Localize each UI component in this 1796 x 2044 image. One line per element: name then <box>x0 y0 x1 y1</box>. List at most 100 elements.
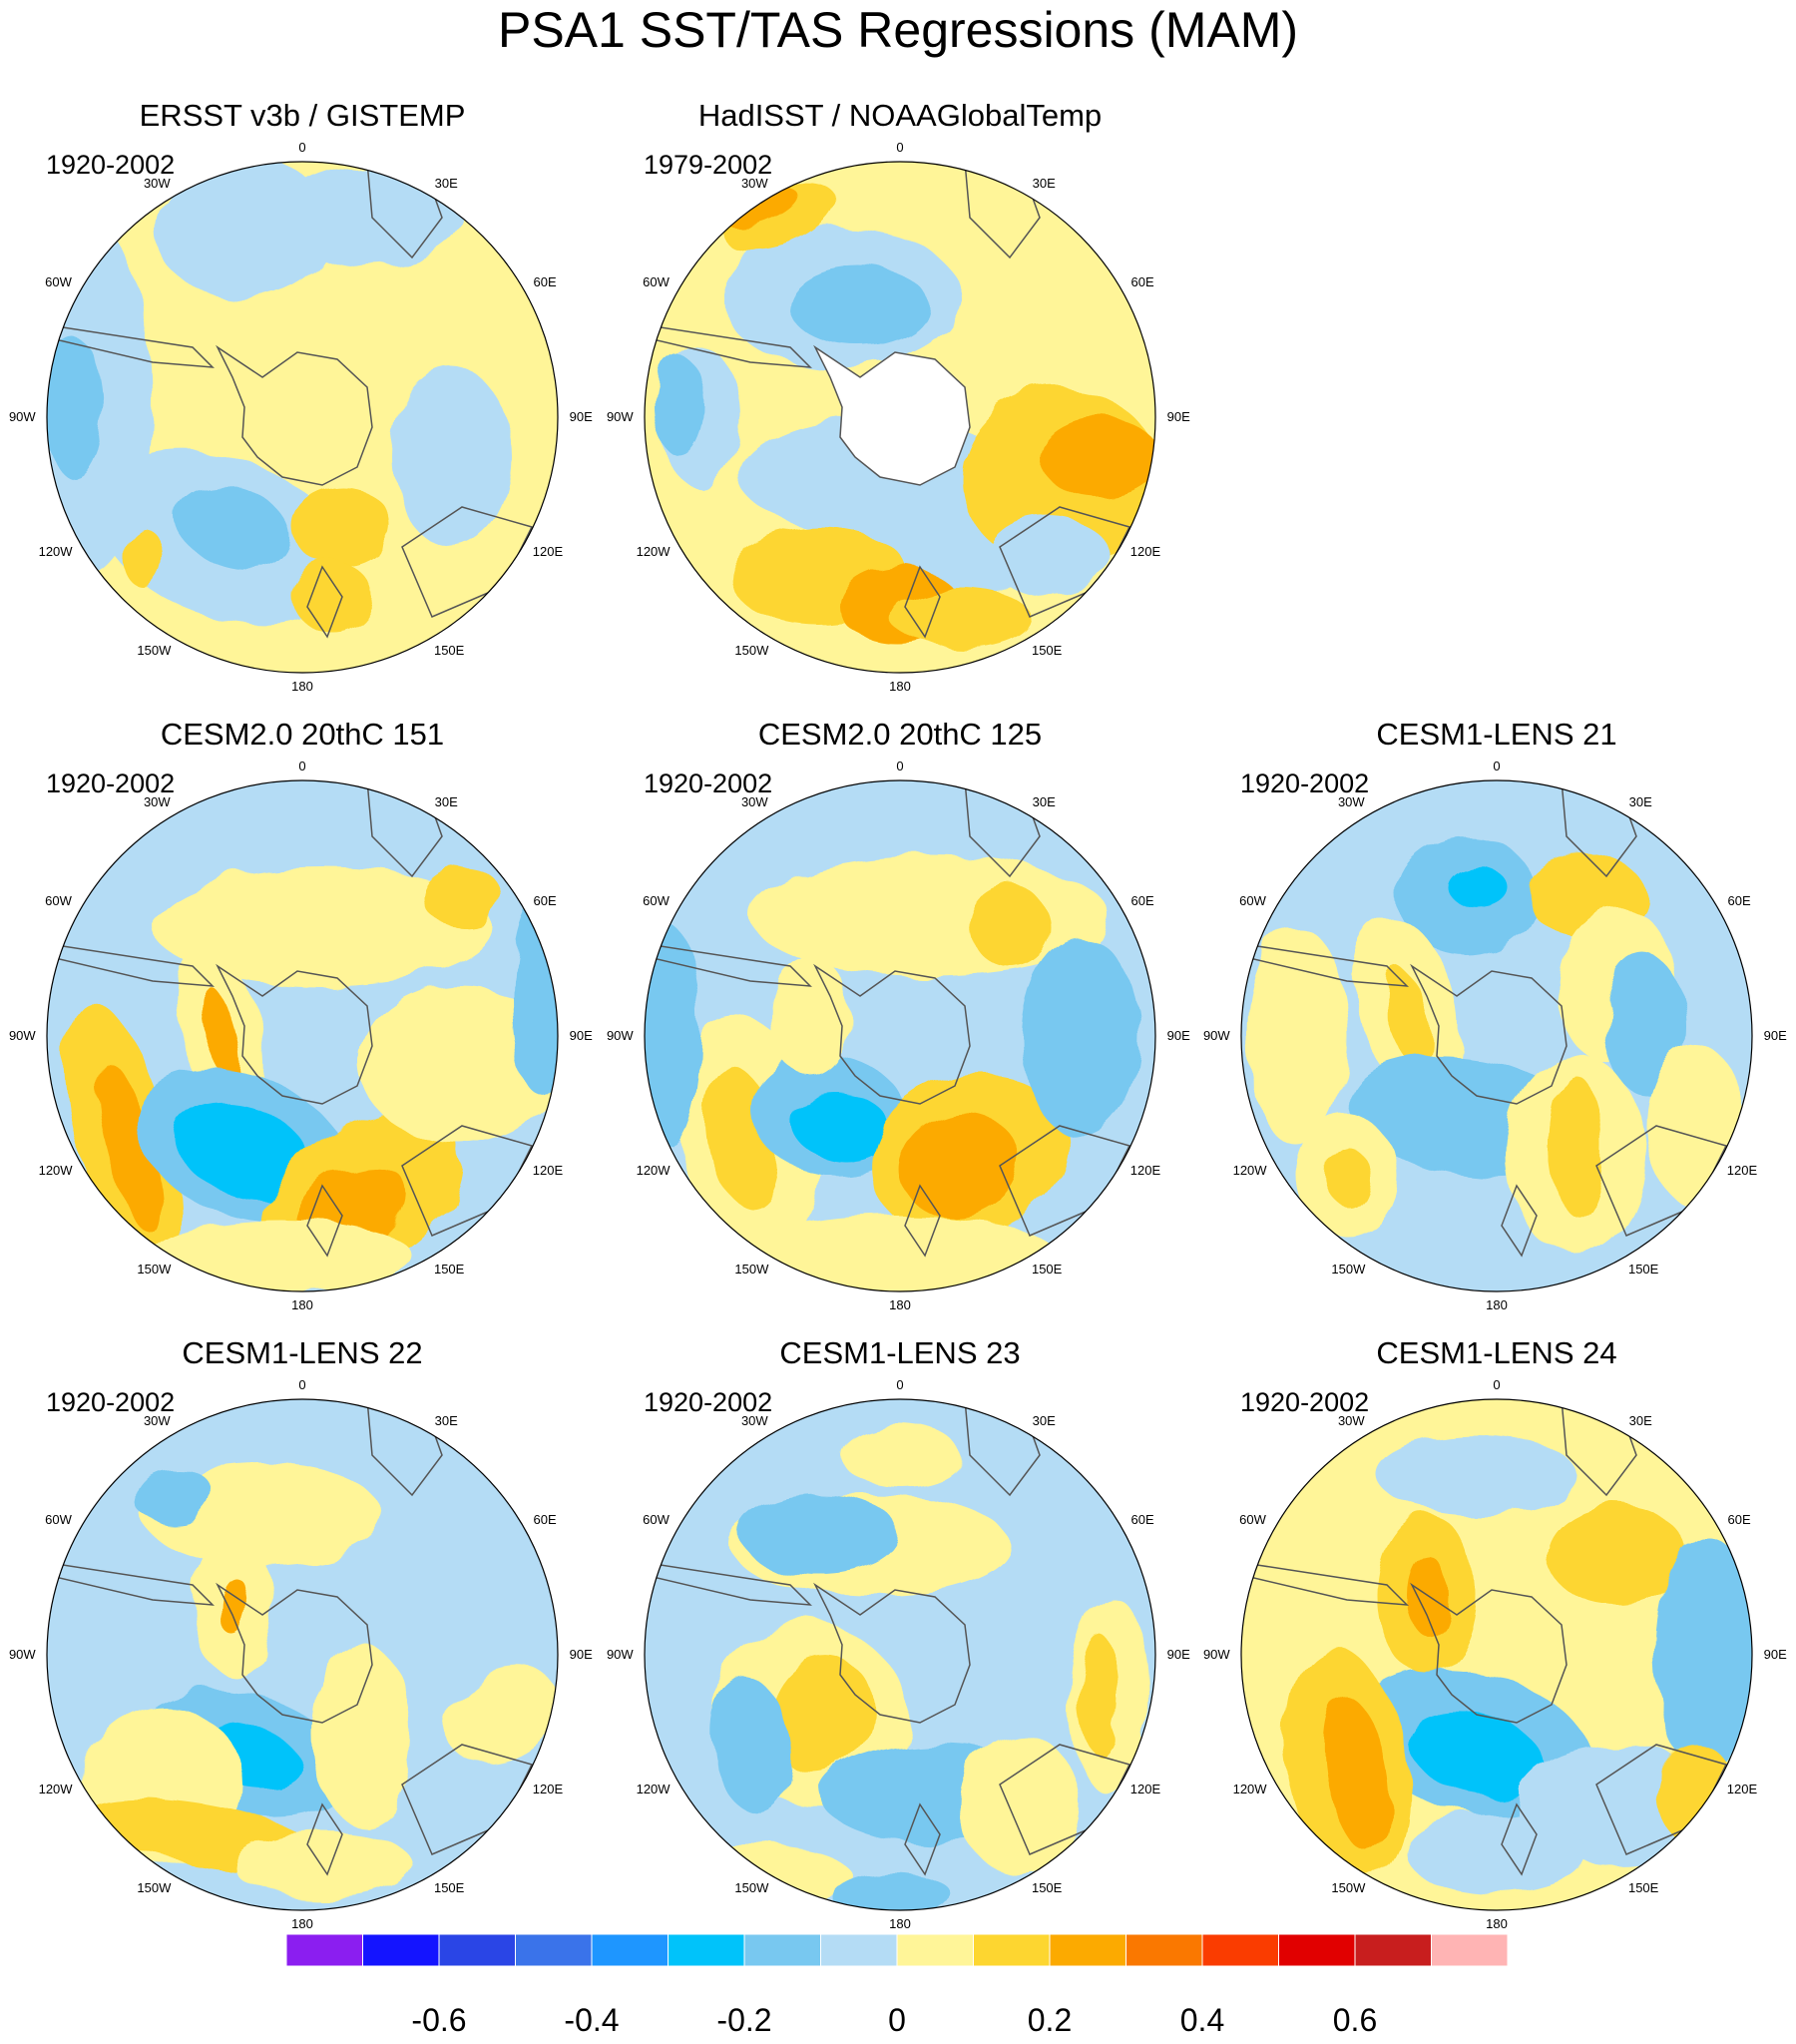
coastline <box>366 162 443 259</box>
longitude-label: 30E <box>434 794 458 810</box>
longitude-label: 150W <box>137 1261 172 1277</box>
longitude-label: 0 <box>896 1377 904 1392</box>
coastline <box>904 1184 941 1258</box>
longitude-label: 120W <box>636 544 671 559</box>
longitude-label: 60W <box>45 274 72 289</box>
antarctica-coastline <box>216 344 373 486</box>
longitude-label: 180 <box>291 1916 313 1931</box>
longitude-label: 0 <box>1493 759 1501 773</box>
map-border <box>644 779 1156 1292</box>
colorbar-swatch <box>743 1933 821 1967</box>
longitude-label: 90W <box>606 409 634 424</box>
longitude-label: 150E <box>1031 1879 1063 1895</box>
longitude-label: 90W <box>1202 1647 1230 1662</box>
longitude-label: 60E <box>533 274 557 289</box>
colorbar-tick-label: 0.2 <box>1027 2002 1073 2038</box>
panel-period: 1979-2002 <box>644 150 773 180</box>
coastline <box>306 1802 343 1876</box>
longitude-label: 0 <box>896 140 904 155</box>
colorbar-swatch <box>285 1933 363 1967</box>
colorbar-swatch <box>1125 1933 1203 1967</box>
longitude-label: 150W <box>137 1879 172 1895</box>
longitude-label: 90E <box>1166 409 1190 424</box>
longitude-label: 150W <box>137 642 172 658</box>
figure-title: PSA1 SST/TAS Regressions (MAM) <box>497 2 1299 58</box>
coastline <box>306 1184 343 1258</box>
colorbar-tick-label: -0.6 <box>411 2002 467 2038</box>
longitude-label: 120W <box>38 544 73 559</box>
longitude-label: 90E <box>569 1028 593 1043</box>
colorbar-swatch <box>1354 1933 1432 1967</box>
longitude-label: 120E <box>532 544 564 559</box>
longitude-label: 150E <box>433 1261 465 1277</box>
coastline <box>904 565 941 639</box>
map-border <box>46 1398 559 1911</box>
polar-map-lens21 <box>1240 779 1753 1292</box>
longitude-label: 30W <box>740 176 768 192</box>
longitude-label: 180 <box>291 679 313 694</box>
longitude-label: 30E <box>434 1413 458 1429</box>
polar-map-ersst <box>46 161 559 674</box>
longitude-label: 120W <box>636 1163 671 1178</box>
longitude-label: 120E <box>1129 1782 1161 1796</box>
map-border <box>1240 1398 1753 1911</box>
map-border <box>644 161 1156 674</box>
coastline <box>1501 1802 1538 1876</box>
coastline <box>366 780 443 878</box>
map-border <box>644 1398 1156 1911</box>
panel-title: CESM1-LENS 22 <box>182 1335 423 1370</box>
longitude-label: 180 <box>889 1916 911 1931</box>
longitude-label: 90W <box>606 1647 634 1662</box>
longitude-label: 180 <box>1486 1916 1508 1931</box>
panel-title: CESM1-LENS 24 <box>1376 1335 1617 1370</box>
colorbar-swatch <box>973 1933 1051 1967</box>
longitude-label: 120E <box>532 1782 564 1796</box>
panel-period: 1920-2002 <box>1240 768 1370 798</box>
coastline <box>1561 780 1637 878</box>
longitude-label: 30W <box>740 1413 768 1429</box>
antarctica-coastline <box>813 1582 971 1724</box>
longitude-label: 90W <box>1202 1028 1230 1043</box>
colorbar-swatch <box>362 1933 440 1967</box>
colorbar-swatch <box>438 1933 516 1967</box>
longitude-label: 120W <box>38 1782 73 1796</box>
coastline <box>366 1399 443 1497</box>
coastline <box>1561 1399 1637 1497</box>
longitude-label: 60W <box>45 1512 72 1527</box>
coastline <box>964 780 1041 878</box>
colorbar-tick-label: 0.4 <box>1179 2002 1225 2038</box>
colorbar-swatch <box>1201 1933 1279 1967</box>
longitude-label: 30E <box>1628 794 1652 810</box>
coastline <box>964 162 1041 259</box>
longitude-label: 60E <box>1130 1512 1154 1527</box>
longitude-label: 30E <box>1032 1413 1056 1429</box>
longitude-label: 30E <box>434 176 458 192</box>
longitude-label: 150E <box>1031 1261 1063 1277</box>
coastline <box>1501 1184 1538 1258</box>
longitude-label: 90E <box>1763 1028 1787 1043</box>
colorbar-swatch <box>896 1933 974 1967</box>
longitude-label: 120E <box>1726 1782 1758 1796</box>
panel-title: ERSST v3b / GISTEMP <box>139 98 466 133</box>
longitude-label: 30W <box>143 176 171 192</box>
longitude-label: 0 <box>298 1377 306 1392</box>
polar-map-lens24 <box>1240 1398 1753 1911</box>
colorbar-swatch <box>1049 1933 1126 1967</box>
longitude-label: 90E <box>1166 1028 1190 1043</box>
colorbar-tick-label: 0.6 <box>1332 2002 1378 2038</box>
longitude-label: 120E <box>1726 1163 1758 1178</box>
longitude-label: 60W <box>1239 893 1266 908</box>
longitude-label: 90E <box>569 409 593 424</box>
longitude-label: 0 <box>298 759 306 773</box>
longitude-label: 30W <box>1337 1413 1365 1429</box>
longitude-label: 180 <box>1486 1297 1508 1312</box>
longitude-label: 90W <box>8 1647 36 1662</box>
longitude-label: 150E <box>1627 1879 1659 1895</box>
longitude-label: 150W <box>1331 1261 1366 1277</box>
colorbar-swatch <box>515 1933 593 1967</box>
colorbar-swatch <box>591 1933 669 1967</box>
longitude-label: 90W <box>8 1028 36 1043</box>
colorbar-tick-label: 0 <box>888 2002 906 2038</box>
longitude-label: 120W <box>636 1782 671 1796</box>
colorbar-swatch <box>820 1933 898 1967</box>
